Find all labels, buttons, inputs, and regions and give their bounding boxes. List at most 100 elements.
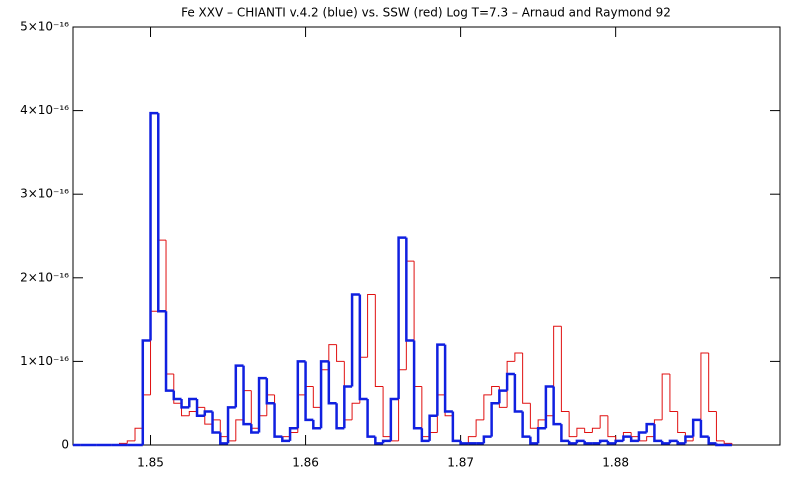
histogram-step [537, 419, 546, 429]
histogram-step [715, 411, 725, 442]
y-tick-label: 0 [61, 438, 69, 452]
histogram-step [381, 439, 391, 444]
histogram-step [513, 373, 523, 413]
histogram-step [544, 385, 554, 429]
histogram-step [645, 422, 655, 433]
histogram-step [164, 311, 174, 392]
histogram-step [350, 293, 360, 387]
histogram-step [475, 419, 484, 437]
histogram-step [219, 432, 229, 445]
histogram-step [149, 111, 159, 341]
histogram-step [684, 435, 694, 444]
histogram-step [242, 365, 252, 426]
histogram-step [319, 360, 329, 429]
histogram-step [195, 399, 205, 417]
histogram-step [622, 435, 632, 441]
histogram-step [529, 436, 539, 445]
histogram-step [676, 440, 686, 445]
histogram-step [467, 436, 477, 444]
histogram-step [141, 339, 151, 445]
histogram-step [188, 397, 198, 408]
histogram-step [288, 427, 298, 441]
histogram-step [304, 361, 314, 422]
histogram-step [669, 373, 678, 413]
histogram-step [335, 403, 345, 430]
histogram-step [514, 352, 523, 362]
y-tick-label: 3×10⁻¹⁶ [20, 187, 69, 201]
x-tick-label: 1.85 [137, 456, 164, 470]
histogram-step [498, 389, 508, 404]
histogram-step [660, 440, 670, 445]
histogram-step [312, 386, 322, 408]
histogram-step [668, 439, 678, 444]
histogram-step [700, 352, 709, 420]
histogram-step [273, 403, 283, 438]
histogram-step [436, 343, 446, 416]
histogram-step [459, 440, 469, 445]
histogram-step [699, 419, 709, 438]
x-tick-label: 1.86 [292, 456, 319, 470]
histogram-step [211, 411, 221, 434]
histogram-step [367, 294, 376, 358]
histogram-step [521, 411, 531, 438]
x-tick-label: 1.88 [602, 456, 629, 470]
y-tick-label: 2×10⁻¹⁶ [20, 270, 69, 284]
histogram-step [226, 406, 236, 444]
histogram-step [707, 436, 717, 445]
histogram-step [351, 402, 360, 420]
histogram-step [576, 427, 585, 437]
y-tick-label: 5×10⁻¹⁶ [20, 20, 69, 34]
histogram-step [374, 294, 384, 387]
histogram-step [536, 427, 546, 444]
histogram-step [522, 353, 531, 404]
histogram-step [629, 436, 639, 443]
histogram-step [677, 411, 686, 433]
histogram-step [257, 376, 267, 433]
histogram-step [134, 427, 143, 441]
histogram-step [567, 440, 577, 445]
histogram-step [397, 236, 407, 400]
histogram-step [250, 424, 260, 434]
histogram-step [428, 414, 438, 441]
histogram-step [265, 378, 275, 405]
histogram-step [451, 411, 461, 443]
histogram-step [483, 394, 492, 420]
histogram-step [203, 410, 213, 416]
histogram-step [374, 436, 384, 445]
histogram-step [607, 415, 616, 438]
histogram-step [575, 439, 585, 444]
histogram-step [505, 372, 515, 391]
histogram-step [591, 427, 601, 433]
histogram-step [560, 424, 570, 443]
histogram-step [296, 360, 306, 429]
histogram-step [180, 399, 190, 409]
histogram-step [614, 439, 624, 444]
histogram-step [157, 113, 167, 313]
y-tick-label: 1×10⁻¹⁶ [20, 354, 69, 368]
y-tick-label: 4×10⁻¹⁶ [20, 103, 69, 117]
histogram-step [691, 418, 701, 437]
histogram-step [606, 440, 616, 445]
histogram-step [443, 344, 453, 413]
histogram-step [382, 386, 391, 438]
histogram-step [234, 364, 244, 408]
histogram-step [366, 399, 376, 438]
histogram-step [235, 419, 244, 441]
histogram-step [490, 401, 500, 437]
histogram-step [188, 411, 198, 416]
plot-frame [72, 26, 781, 446]
histogram-step [312, 419, 322, 430]
histogram-step [126, 440, 136, 444]
histogram-step [552, 386, 562, 426]
histogram-step [506, 360, 515, 408]
histogram-step [358, 294, 368, 401]
histogram-step [560, 326, 570, 413]
histogram-step [172, 390, 182, 401]
histogram-step [343, 385, 353, 429]
x-tick-label: 1.87 [447, 456, 474, 470]
histogram-step [715, 443, 725, 447]
histogram-step [281, 436, 291, 443]
histogram-step [584, 428, 593, 433]
histogram-step [405, 237, 415, 342]
